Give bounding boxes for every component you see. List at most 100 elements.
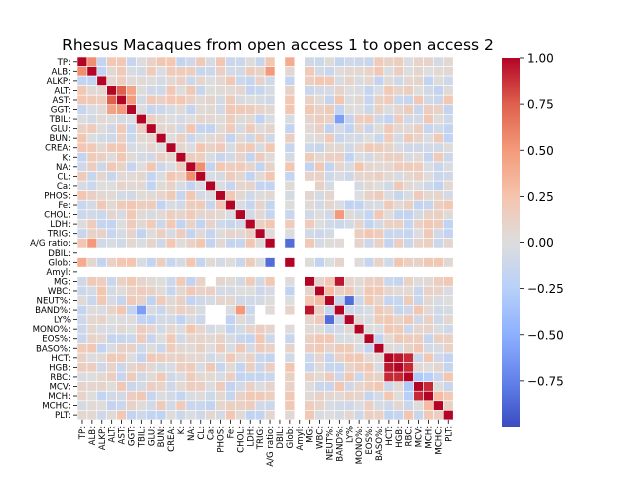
heatmap-cell xyxy=(442,410,454,421)
heatmap-cell xyxy=(324,410,335,421)
heatmap-cell xyxy=(76,304,88,316)
heatmap-cell xyxy=(433,362,444,373)
heatmap-cell xyxy=(96,343,108,354)
heatmap-cell xyxy=(146,75,157,86)
heatmap-cell xyxy=(403,75,414,86)
heatmap-cell xyxy=(146,257,157,268)
colorbar-tick-label: 0.25 xyxy=(527,190,554,204)
heatmap-cell xyxy=(343,352,355,363)
heatmap-cell xyxy=(393,228,404,239)
heatmap-cell xyxy=(353,304,365,316)
heatmap-cell xyxy=(96,133,108,144)
heatmap-cell xyxy=(264,390,276,402)
heatmap-cell xyxy=(383,199,395,211)
heatmap-cell xyxy=(304,142,315,153)
heatmap-cell xyxy=(324,152,335,163)
heatmap-cell xyxy=(96,123,108,134)
heatmap-cell xyxy=(254,123,266,134)
heatmap-cell xyxy=(314,75,325,86)
heatmap-cell xyxy=(353,410,365,421)
heatmap-cell xyxy=(343,219,355,230)
heatmap-cell xyxy=(324,104,335,115)
heatmap-cell xyxy=(442,343,454,354)
heatmap-cell xyxy=(393,381,404,392)
heatmap-cell xyxy=(324,333,335,344)
heatmap-cell xyxy=(175,123,187,134)
heatmap-cell xyxy=(324,56,335,67)
heatmap-cell xyxy=(116,295,127,306)
heatmap-cell xyxy=(363,276,375,287)
heatmap-cell xyxy=(373,114,385,125)
heatmap-cell xyxy=(146,171,157,182)
heatmap-cell xyxy=(314,180,325,191)
y-tick-label: PLT: xyxy=(55,411,71,421)
heatmap-cell xyxy=(373,343,385,354)
heatmap-cell xyxy=(423,56,434,67)
heatmap-cell xyxy=(146,104,157,115)
x-tick-label: CREA: xyxy=(167,426,177,452)
heatmap-cell xyxy=(284,238,296,249)
heatmap-cell xyxy=(155,343,167,354)
heatmap-cell xyxy=(413,362,424,373)
y-tick-label: MONO%: xyxy=(33,325,71,335)
heatmap-cell xyxy=(195,295,207,306)
heatmap-cell xyxy=(195,276,207,287)
heatmap-cell xyxy=(334,142,345,153)
heatmap-cell xyxy=(136,114,147,125)
heatmap-cell xyxy=(245,324,256,335)
heatmap-cell xyxy=(284,352,296,363)
heatmap-cell xyxy=(433,295,444,306)
heatmap-cell xyxy=(205,333,216,344)
heatmap-cell xyxy=(215,371,226,382)
heatmap-cell xyxy=(155,371,167,382)
heatmap-cell xyxy=(383,238,395,249)
heatmap-cell xyxy=(304,410,315,421)
heatmap-cell xyxy=(304,333,315,344)
heatmap-cell xyxy=(165,276,177,287)
heatmap-cell xyxy=(403,352,414,363)
heatmap-cell xyxy=(254,190,266,201)
heatmap-cell xyxy=(136,257,147,268)
heatmap-cell xyxy=(165,410,177,421)
heatmap-cell xyxy=(106,381,117,392)
heatmap-cell xyxy=(442,180,454,191)
heatmap-cell xyxy=(343,295,355,306)
heatmap-cell xyxy=(373,352,385,363)
heatmap-cell xyxy=(334,114,345,125)
heatmap-cell xyxy=(96,56,108,67)
heatmap-cell xyxy=(442,104,454,115)
heatmap-cell xyxy=(86,371,98,382)
heatmap-cell xyxy=(403,324,414,335)
heatmap-cell xyxy=(264,209,276,220)
heatmap-cell xyxy=(363,295,375,306)
colorbar-gradient xyxy=(502,58,520,427)
heatmap-cell xyxy=(225,362,236,373)
heatmap-cell xyxy=(353,228,365,239)
heatmap-cell xyxy=(126,381,137,392)
heatmap-cell xyxy=(254,400,266,411)
heatmap-cell xyxy=(442,238,454,249)
y-tick-label: MCH: xyxy=(48,392,71,402)
heatmap-cell xyxy=(442,190,454,201)
heatmap-cell xyxy=(86,352,98,363)
heatmap-cell xyxy=(185,352,197,363)
heatmap-cell xyxy=(334,199,345,211)
colorbar: 1.00 0.75 0.50 0.25 0.00 −0.25 −0.50 −0.75 xyxy=(502,52,564,427)
heatmap-cell xyxy=(284,276,296,287)
heatmap-cell xyxy=(442,362,454,373)
heatmap-cell xyxy=(314,343,325,354)
heatmap-cell xyxy=(423,94,434,106)
heatmap-cell xyxy=(373,142,385,153)
heatmap-cell xyxy=(304,123,315,134)
y-tick-label: MCHC: xyxy=(42,402,71,412)
heatmap-cell xyxy=(373,257,385,268)
heatmap-cell xyxy=(254,209,266,220)
heatmap-cell xyxy=(86,333,98,344)
heatmap-cell xyxy=(304,152,315,163)
heatmap-cell xyxy=(195,171,207,182)
heatmap-cell xyxy=(324,85,335,96)
heatmap-cell xyxy=(314,285,325,297)
y-tick-label: Ca: xyxy=(57,182,71,192)
heatmap-cell xyxy=(146,352,157,363)
heatmap-cell xyxy=(353,257,365,268)
